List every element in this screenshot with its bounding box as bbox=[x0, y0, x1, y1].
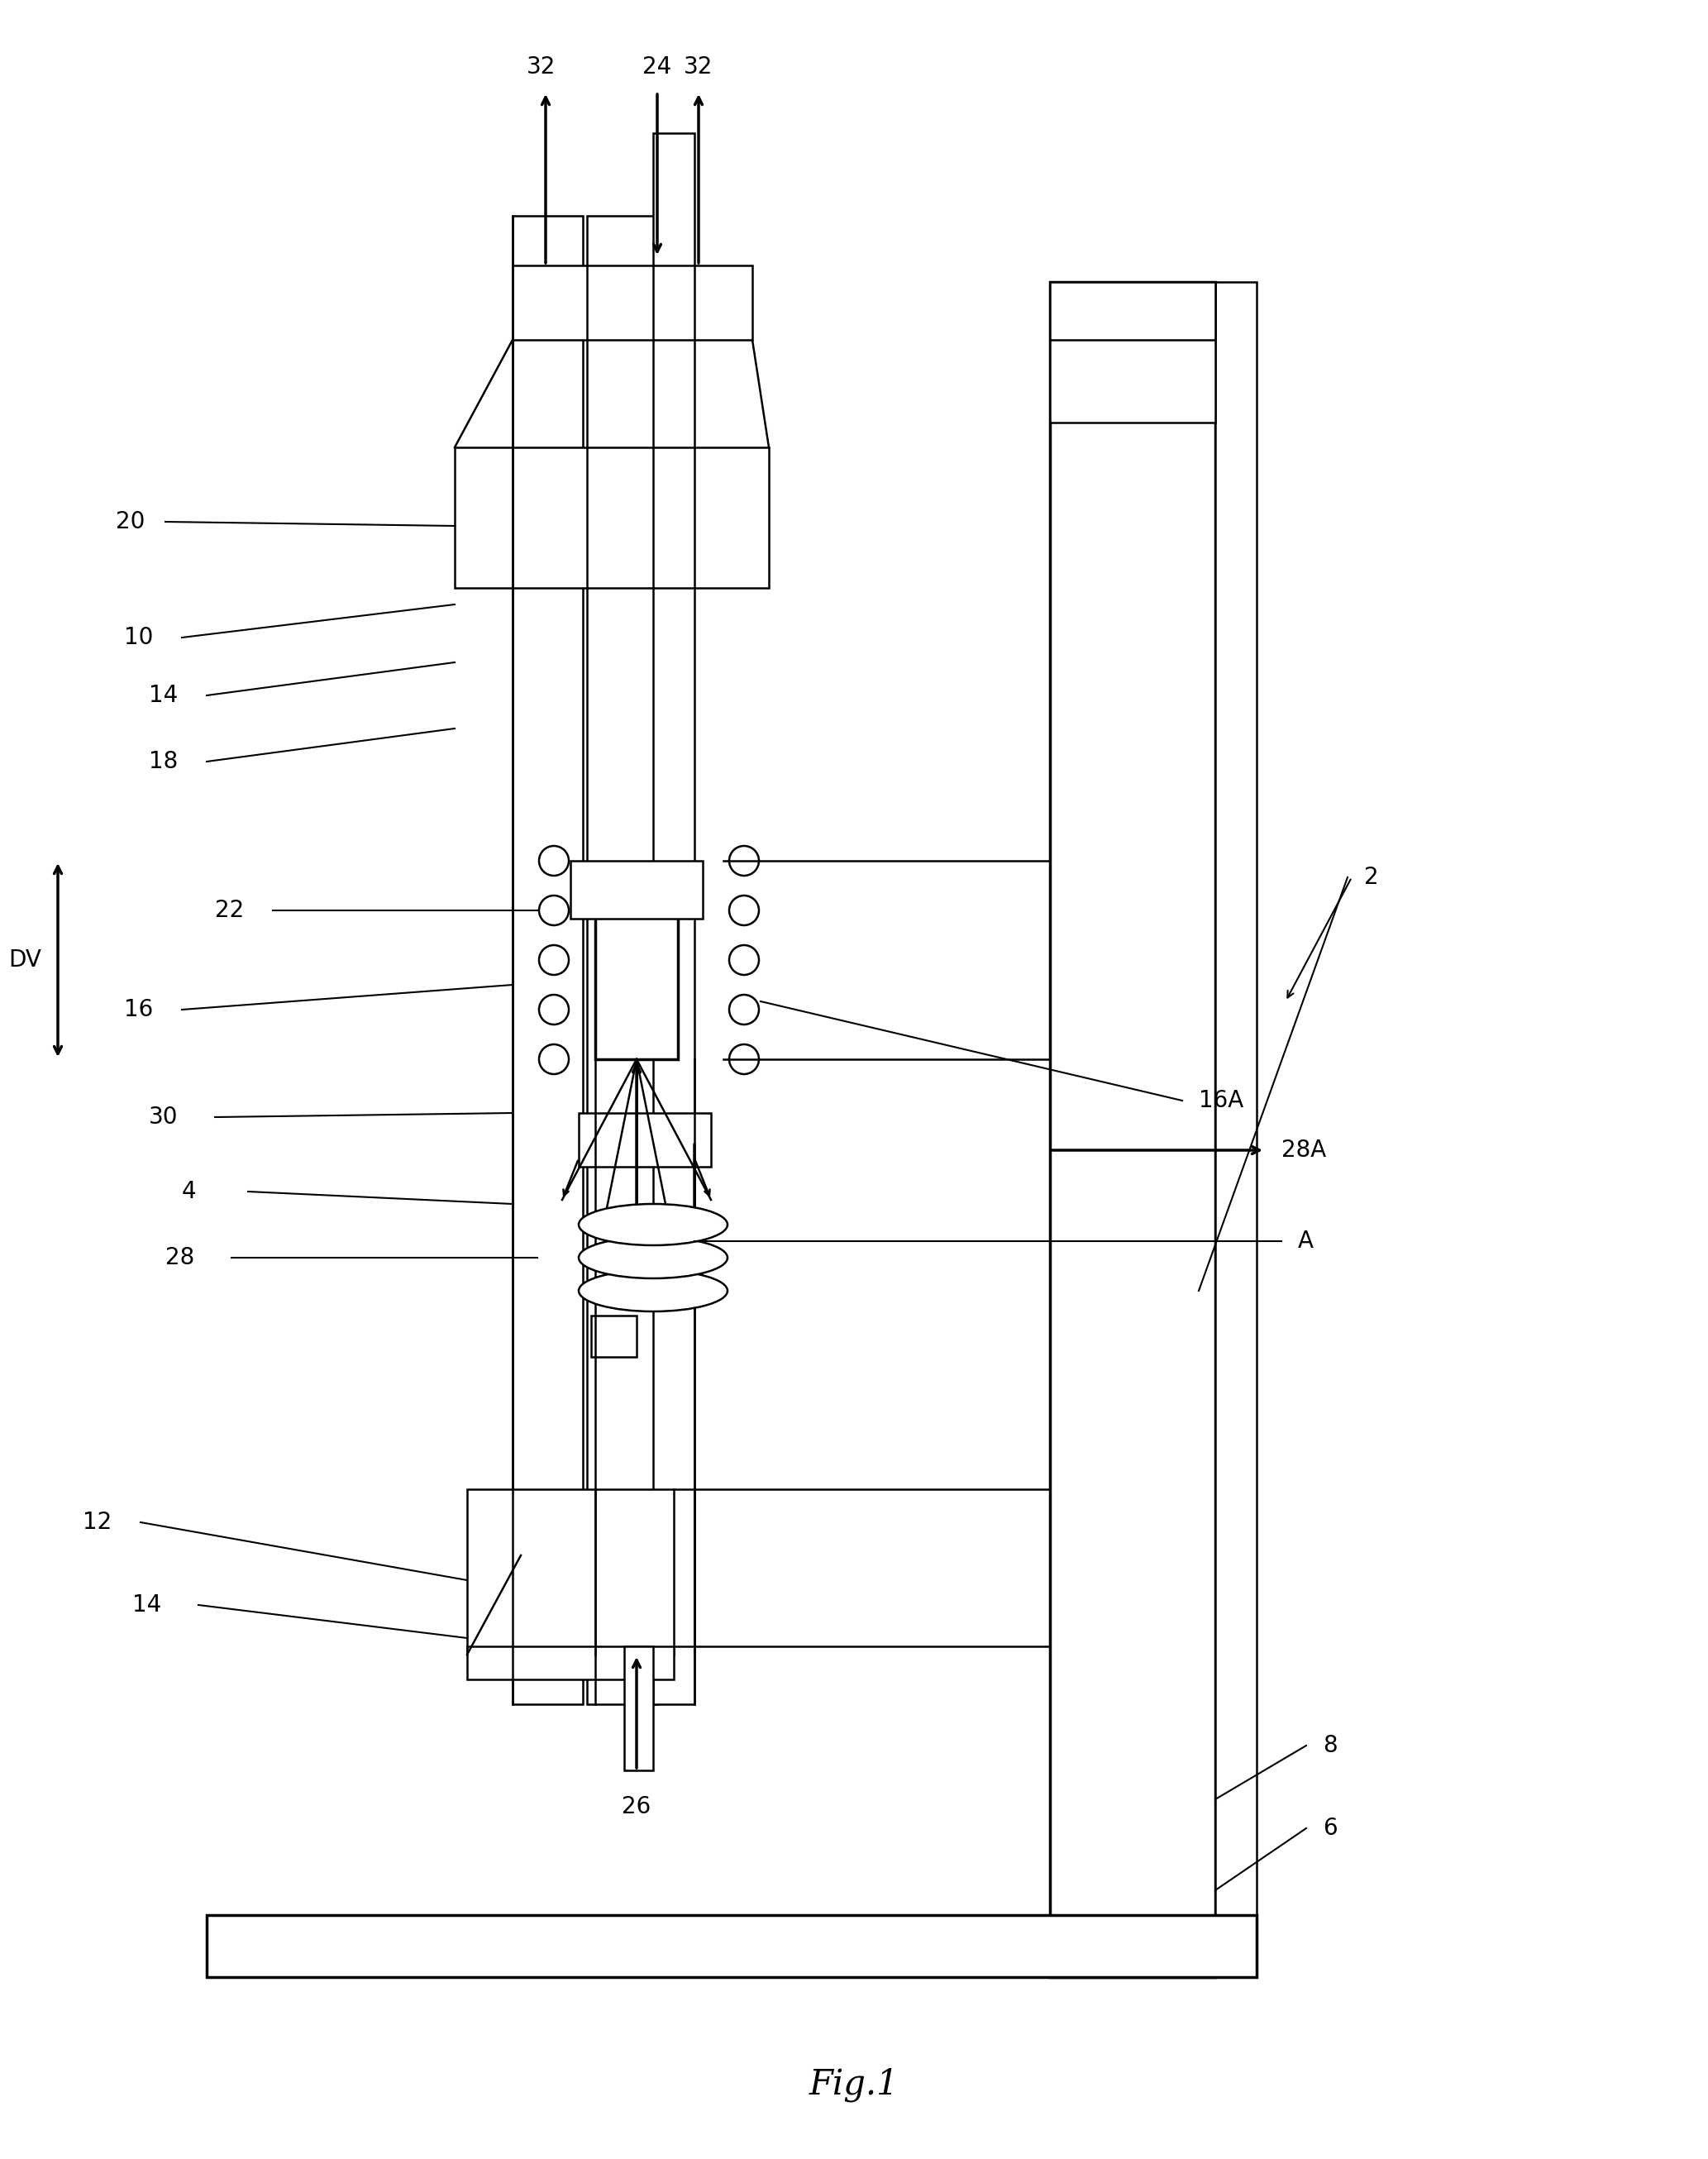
Bar bbox=[591, 1315, 637, 1356]
Ellipse shape bbox=[579, 1237, 728, 1278]
Bar bbox=[466, 1647, 673, 1680]
Bar bbox=[588, 216, 658, 1703]
Text: 16: 16 bbox=[125, 997, 154, 1021]
Bar bbox=[623, 1647, 652, 1770]
Bar bbox=[454, 447, 769, 587]
Bar bbox=[652, 134, 695, 1703]
Text: 26: 26 bbox=[622, 1794, 651, 1818]
Text: 2: 2 bbox=[1365, 866, 1378, 890]
Bar bbox=[1050, 283, 1216, 339]
Bar bbox=[594, 894, 678, 1060]
Text: 8: 8 bbox=[1322, 1734, 1337, 1757]
Text: 6: 6 bbox=[1322, 1816, 1337, 1839]
Text: 18: 18 bbox=[149, 749, 178, 773]
Text: 10: 10 bbox=[125, 626, 154, 650]
Text: 22: 22 bbox=[215, 898, 244, 922]
Text: 32: 32 bbox=[526, 56, 557, 78]
Bar bbox=[466, 1490, 673, 1654]
Text: 4: 4 bbox=[181, 1181, 196, 1203]
Bar bbox=[1050, 283, 1216, 1978]
Text: 14: 14 bbox=[149, 684, 178, 706]
Bar bbox=[579, 1114, 711, 1166]
Text: 16A: 16A bbox=[1199, 1088, 1243, 1112]
Bar bbox=[1216, 283, 1257, 1978]
Text: 28A: 28A bbox=[1281, 1138, 1327, 1162]
Bar bbox=[512, 216, 582, 1703]
Bar bbox=[512, 266, 752, 339]
Text: Fig.1: Fig.1 bbox=[810, 2066, 898, 2103]
Ellipse shape bbox=[579, 1205, 728, 1246]
Ellipse shape bbox=[579, 1269, 728, 1311]
Text: 30: 30 bbox=[149, 1105, 178, 1129]
Bar bbox=[570, 861, 702, 920]
Text: A: A bbox=[1298, 1231, 1313, 1252]
Text: 28: 28 bbox=[166, 1246, 195, 1269]
Bar bbox=[1050, 283, 1216, 423]
Bar bbox=[207, 1915, 1257, 1978]
Text: DV: DV bbox=[9, 948, 41, 972]
Text: 24: 24 bbox=[642, 56, 671, 78]
Text: 12: 12 bbox=[82, 1511, 111, 1533]
Text: 32: 32 bbox=[683, 56, 714, 78]
Text: 20: 20 bbox=[116, 510, 145, 533]
Text: 14: 14 bbox=[132, 1593, 162, 1617]
